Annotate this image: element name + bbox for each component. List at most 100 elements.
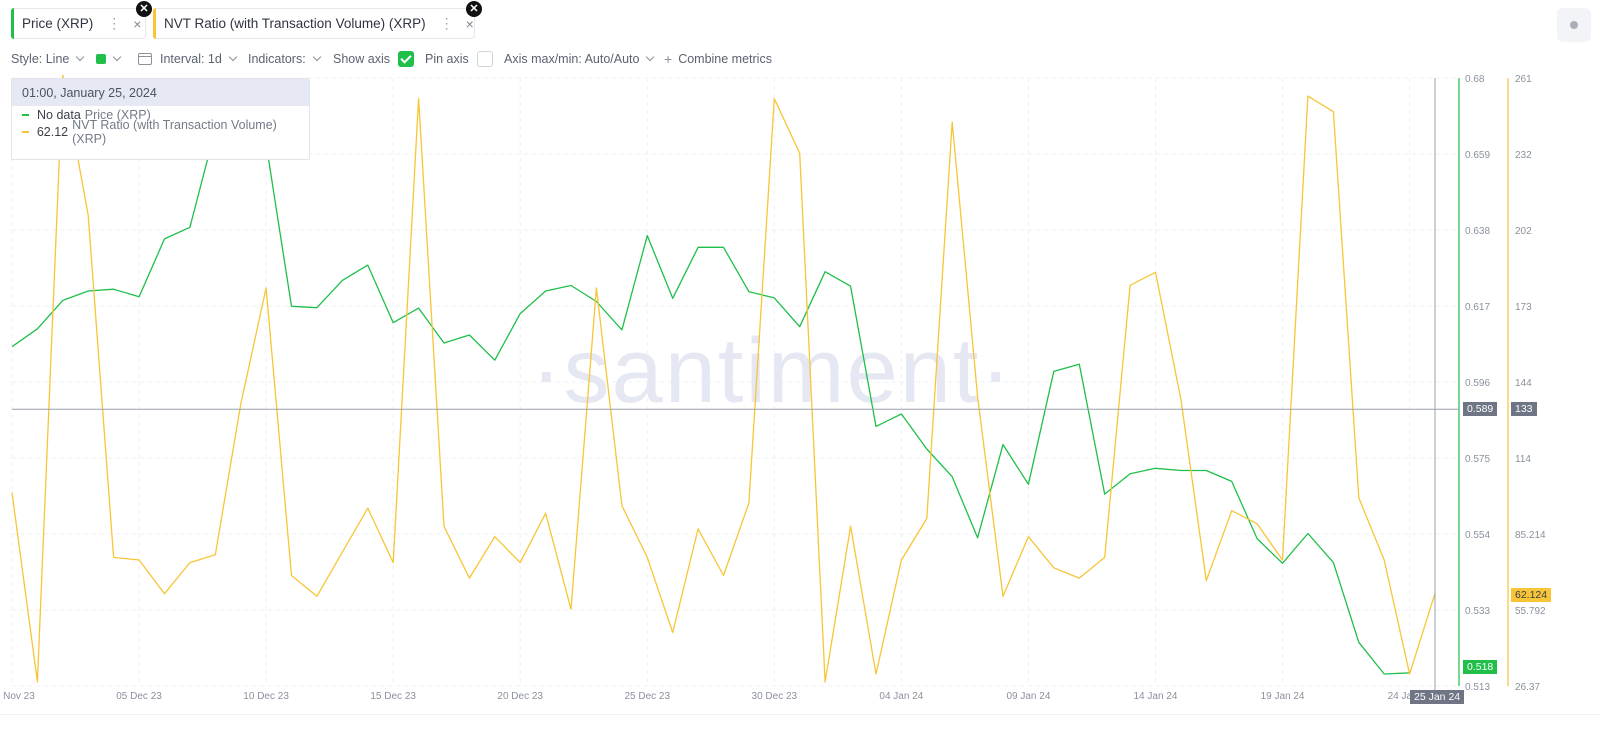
remove-icon[interactable]: × — [465, 15, 474, 32]
x-tick-label: 15 Dec 23 — [370, 691, 416, 702]
style-label: Style: Line — [11, 52, 70, 66]
x-tick-label: 24 Jan 24 — [1388, 691, 1432, 702]
color-select[interactable] — [96, 50, 122, 68]
nvt-series-line — [11, 74, 1436, 683]
y-right-tick-label: 85.214 — [1515, 530, 1546, 541]
y-right-tick-label: 232 — [1515, 150, 1532, 161]
nvt-point — [316, 595, 319, 598]
indicators-label: Indicators: — [248, 52, 306, 66]
nvt-point — [36, 680, 39, 683]
axis-maxmin-select[interactable]: Axis max/min: Auto/Auto — [504, 50, 655, 68]
price-point — [366, 264, 369, 267]
price-point — [392, 321, 395, 324]
tooltip-value: 62.12 — [36, 124, 69, 139]
nvt-point — [1129, 284, 1132, 287]
close-icon[interactable]: ✕ — [136, 1, 152, 17]
nvt-point — [1078, 577, 1081, 580]
tooltip-value: No data — [37, 107, 81, 122]
show-axis-toggle[interactable]: Show axis — [333, 50, 414, 68]
price-point — [570, 284, 573, 287]
nvt-point — [417, 97, 420, 100]
nvt-point — [621, 504, 624, 507]
price-point — [900, 413, 903, 416]
price-point — [773, 297, 776, 300]
price-point — [621, 329, 624, 332]
price-point — [1154, 467, 1157, 470]
nvt-point — [11, 491, 14, 494]
metric-tab-nvt[interactable]: NVT Ratio (with Transaction Volume) (XRP… — [153, 8, 475, 39]
crosshair — [12, 78, 1459, 690]
nvt-point — [748, 502, 751, 505]
price-point — [951, 475, 954, 478]
price-point — [925, 448, 928, 451]
crosshair-date-label: 25 Jan 24 — [1410, 690, 1465, 704]
nvt-point — [1256, 522, 1259, 525]
price-point — [316, 306, 319, 309]
metric-color-bar — [11, 8, 14, 39]
settings-button[interactable] — [1557, 8, 1591, 42]
nvt-point — [1357, 496, 1360, 499]
x-tick-label: 25 Dec 23 — [624, 691, 670, 702]
x-tick-label: 30 Nov 23 — [0, 691, 35, 702]
nvt-point — [544, 512, 547, 515]
nvt-point — [290, 574, 293, 577]
metric-tab-price[interactable]: Price (XRP) ⋮ × — [11, 8, 146, 39]
price-point — [875, 425, 878, 428]
pin-axis-checkbox[interactable] — [476, 51, 493, 67]
nvt-point — [976, 395, 979, 398]
x-tick-label: 14 Jan 24 — [1134, 691, 1178, 702]
nvt-point — [925, 517, 928, 520]
nvt-point — [493, 535, 496, 538]
price-point — [1180, 469, 1183, 472]
y-left-tick-label: 0.596 — [1465, 378, 1490, 389]
nvt-point — [1281, 559, 1284, 562]
nvt-point — [443, 525, 446, 528]
nvt-point — [824, 680, 827, 683]
price-point — [1230, 480, 1233, 483]
nvt-point — [570, 608, 573, 611]
nvt-point — [112, 556, 115, 559]
nvt-point — [468, 577, 471, 580]
y-left-tick-label: 0.68 — [1465, 74, 1485, 85]
interval-select[interactable]: Interval: 1d — [138, 50, 238, 68]
nvt-point — [671, 631, 674, 634]
navigator-bar[interactable] — [0, 714, 1600, 735]
style-select[interactable]: Style: Line — [11, 50, 85, 68]
price-point — [1357, 641, 1360, 644]
y-left-tick-label: 0.638 — [1465, 226, 1490, 237]
nvt-point — [1154, 271, 1157, 274]
indicators-select[interactable]: Indicators: — [248, 50, 321, 68]
y-left-tick-label: 0.513 — [1465, 682, 1490, 693]
remove-icon[interactable]: × — [133, 15, 142, 32]
price-point — [290, 305, 293, 308]
price-point — [1281, 562, 1284, 565]
price-point — [1052, 370, 1055, 373]
chart-tooltip: 01:00, January 25, 2024 No data Price (X… — [11, 78, 310, 160]
more-options-icon[interactable]: ⋮ — [439, 15, 454, 31]
x-tick-label: 20 Dec 23 — [497, 691, 543, 702]
y-right-tick-label: 26.37 — [1515, 682, 1540, 693]
nvt-point — [1103, 556, 1106, 559]
tooltip-row-nvt: 62.12 NVT Ratio (with Transaction Volume… — [12, 118, 309, 146]
combine-metrics-button[interactable]: + Combine metrics — [664, 50, 772, 68]
y-left-tick-label: 0.659 — [1465, 150, 1490, 161]
show-axis-checkbox[interactable] — [397, 51, 414, 67]
y-left-tick-label: 0.533 — [1465, 606, 1490, 617]
last-price-label: 0.518 — [1463, 660, 1498, 674]
price-point — [61, 299, 64, 302]
legend-dash — [22, 113, 29, 116]
price-point — [341, 279, 344, 282]
calendar-icon — [138, 53, 152, 65]
nvt-point — [189, 561, 192, 564]
more-options-icon[interactable]: ⋮ — [107, 15, 122, 31]
close-icon[interactable]: ✕ — [466, 1, 482, 17]
nvt-point — [798, 152, 801, 155]
price-point — [468, 334, 471, 337]
plus-icon: + — [664, 51, 673, 67]
pin-axis-toggle[interactable]: Pin axis — [425, 50, 493, 68]
tooltip-date: 01:00, January 25, 2024 — [12, 79, 309, 106]
nvt-point — [1205, 579, 1208, 582]
combine-metrics-label: Combine metrics — [678, 52, 772, 66]
y-right-tick-label: 261 — [1515, 74, 1532, 85]
